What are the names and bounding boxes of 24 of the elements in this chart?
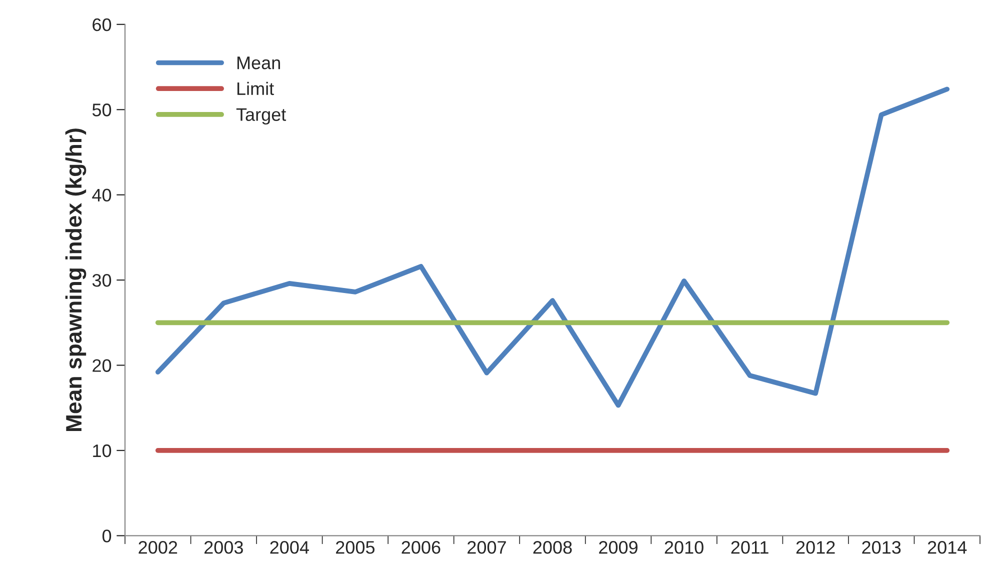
- x-tick-label: 2006: [402, 541, 440, 554]
- y-tick-label: 30: [92, 274, 112, 287]
- x-tick-label: 2012: [796, 541, 835, 554]
- y-tick-label: 10: [93, 444, 112, 458]
- y-axis-title: Mean spawning index (kg/hr): [65, 128, 86, 432]
- x-tick-label: 2014: [928, 541, 967, 554]
- y-tick-label: 20: [92, 359, 112, 372]
- x-tick-label: 2005: [336, 541, 375, 554]
- x-tick-label: 2004: [270, 541, 309, 554]
- y-tick-label: 40: [92, 188, 112, 202]
- x-tick-label: 2007: [468, 541, 506, 554]
- x-tick-label: 2013: [862, 541, 901, 554]
- x-tick-label: 2002: [138, 541, 178, 554]
- y-tick-label: 60: [92, 18, 112, 32]
- x-tick-label: 2010: [664, 541, 704, 554]
- x-tick-label: 2009: [599, 541, 638, 554]
- legend-label: Limit: [237, 82, 274, 96]
- legend-label: Mean: [237, 56, 280, 70]
- x-tick-label: 2011: [731, 541, 768, 554]
- legend-label: Target: [236, 108, 286, 125]
- y-tick-label: 0: [102, 530, 112, 542]
- x-tick-label: 2003: [204, 541, 243, 554]
- y-tick-label: 50: [92, 104, 112, 116]
- x-tick-label: 2008: [533, 541, 572, 554]
